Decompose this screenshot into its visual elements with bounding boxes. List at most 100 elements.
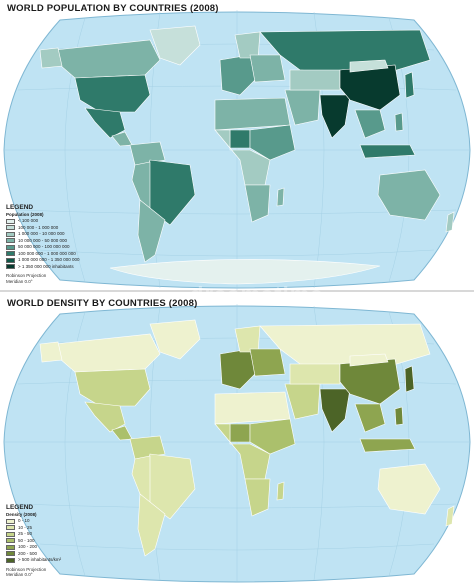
- legend-row: 50 - 100: [6, 538, 61, 545]
- antarctica: [109, 259, 381, 285]
- legend-subheading: Density (2008): [6, 512, 37, 517]
- philippines: [394, 406, 404, 426]
- australia: [377, 169, 441, 221]
- legend-label: 10 000 000 - 50 000 000: [18, 237, 68, 243]
- meridian-label: Meridian 0.0°: [6, 572, 33, 577]
- legend-swatch: [6, 218, 15, 224]
- legend-swatch: [6, 238, 15, 244]
- legend-swatch: [6, 251, 15, 257]
- population-map-panel: WORLD POPULATION BY COUNTRIES (2008) LEG…: [0, 0, 474, 290]
- legend-label: 100 000 - 1 000 000: [18, 224, 59, 230]
- legend-label: > 1 350 000 000 inhabitants: [18, 263, 74, 269]
- colombia-venezuela: [129, 435, 166, 460]
- population-world-map: [3, 10, 471, 290]
- indonesia: [359, 438, 416, 453]
- southern-africa: [244, 478, 271, 517]
- legend-heading: LEGEND: [6, 504, 34, 511]
- density-map-title: WORLD DENSITY BY COUNTRIES (2008): [7, 298, 198, 309]
- alaska: [39, 341, 63, 363]
- legend-label: 100 000 000 - 1 000 000 000: [18, 250, 76, 256]
- legend-swatch: [6, 231, 15, 237]
- india: [319, 388, 351, 433]
- central-asia: [289, 69, 341, 91]
- europe-east: [249, 348, 286, 377]
- europe-east: [249, 54, 286, 83]
- legend-heading: LEGEND: [6, 204, 34, 211]
- legend-row: < 100 000: [6, 218, 80, 225]
- legend-label: > 500 inhabitants/km²: [18, 557, 62, 563]
- legend-row: 10 - 25: [6, 525, 61, 532]
- new-zealand: [445, 211, 455, 233]
- southern-africa: [244, 184, 271, 223]
- legend-label: 1 000 000 000 - 1 350 000 000: [18, 257, 80, 263]
- legend-label: < 100 000: [18, 218, 39, 224]
- legend-label: 10 - 25: [18, 524, 33, 530]
- legend-label: 50 - 100: [18, 537, 35, 543]
- legend-row: 10 000 000 - 50 000 000: [6, 238, 80, 245]
- watermark: dreamstime.: [190, 282, 331, 307]
- legend-swatch: [6, 244, 15, 250]
- legend-swatch: [6, 557, 15, 563]
- ethiopia-east-africa: [249, 124, 296, 161]
- philippines: [394, 112, 404, 132]
- legend-row: 1 000 000 - 10 000 000: [6, 231, 80, 238]
- legend-label: 50 000 000 - 100 000 000: [18, 244, 70, 250]
- north-africa: [214, 391, 291, 425]
- panel-divider: [0, 290, 474, 292]
- legend-swatch: [6, 551, 15, 557]
- projection-label: Robinson Projection: [6, 566, 47, 572]
- australia: [377, 463, 441, 515]
- nigeria: [229, 423, 251, 443]
- greenland: [149, 319, 201, 360]
- legend-swatch: [6, 225, 15, 231]
- madagascar: [276, 187, 285, 207]
- legend-swatch: [6, 518, 15, 524]
- india: [319, 94, 351, 139]
- legend-subheading: Population (2008): [6, 212, 44, 217]
- japan: [404, 71, 415, 99]
- legend-row: 0 - 10: [6, 518, 61, 525]
- legend-row: 25 - 50: [6, 531, 61, 538]
- legend-row: 100 000 000 - 1 000 000 000: [6, 251, 80, 258]
- southeast-asia: [354, 403, 386, 433]
- legend-label: 0 - 10: [18, 518, 30, 524]
- mongolia: [349, 353, 389, 367]
- legend-row: 200 - 500: [6, 551, 61, 558]
- legend-projection-note: Robinson Projection Meridian 0.0°: [6, 273, 80, 284]
- legend-swatch: [6, 544, 15, 550]
- legend-label: 100 - 200: [18, 544, 38, 550]
- new-zealand: [445, 505, 455, 527]
- legend-swatch: [6, 257, 15, 263]
- argentina-chile: [137, 493, 166, 557]
- usa: [74, 368, 151, 407]
- legend-row: 50 000 000 - 100 000 000: [6, 244, 80, 251]
- argentina-chile: [137, 199, 166, 263]
- meridian-label: Meridian 0.0°: [6, 278, 33, 284]
- japan: [404, 365, 415, 393]
- legend-swatch: [6, 538, 15, 544]
- legend-label: 200 - 500: [18, 550, 38, 556]
- density-map-panel: WORLD DENSITY BY COUNTRIES (2008) LEGEND…: [0, 292, 474, 583]
- legend-label: 25 - 50: [18, 531, 33, 537]
- legend-row: > 500 inhabitants/km²: [6, 557, 61, 564]
- legend-swatch: [6, 525, 15, 531]
- madagascar: [276, 481, 285, 501]
- usa: [74, 74, 151, 113]
- population-map-title: WORLD POPULATION BY COUNTRIES (2008): [7, 3, 219, 14]
- alaska: [39, 47, 63, 69]
- legend-projection-note: Robinson Projection Meridian 0.0°: [6, 567, 61, 578]
- legend-row: > 1 350 000 000 inhabitants: [6, 264, 80, 271]
- density-world-map: [3, 304, 471, 583]
- ethiopia-east-africa: [249, 418, 296, 455]
- projection-label: Robinson Projection: [6, 273, 47, 278]
- greenland: [149, 25, 201, 66]
- legend-row: 100 000 - 1 000 000: [6, 225, 80, 232]
- nigeria: [229, 129, 251, 149]
- legend-swatch: [6, 264, 15, 270]
- legend-row: 100 - 200: [6, 544, 61, 551]
- colombia-venezuela: [129, 141, 166, 166]
- southeast-asia: [354, 109, 386, 139]
- population-legend: LEGEND Population (2008) < 100 000 100 00…: [6, 204, 80, 284]
- indonesia: [359, 144, 416, 159]
- legend-label: 1 000 000 - 10 000 000: [18, 231, 65, 237]
